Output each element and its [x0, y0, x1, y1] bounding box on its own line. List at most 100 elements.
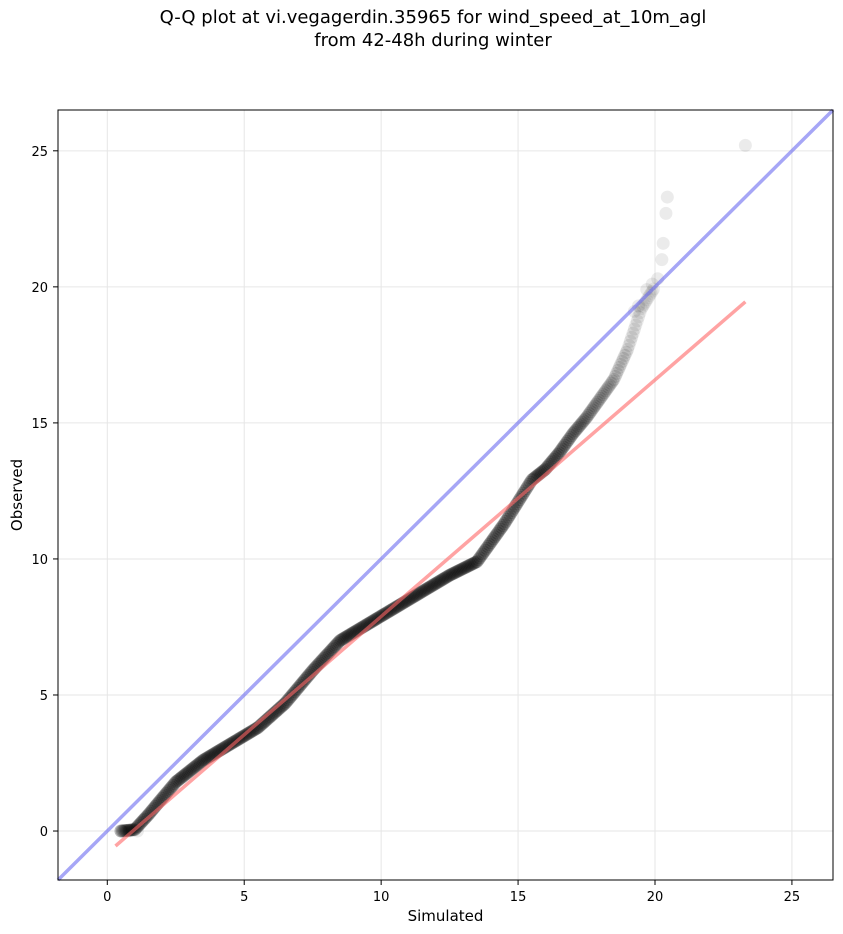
qq-point	[590, 395, 604, 409]
qq-point	[603, 378, 617, 392]
qq-point	[610, 366, 624, 380]
qq-point	[521, 480, 535, 494]
y-tick-label: 20	[31, 281, 48, 296]
qq-point	[586, 401, 600, 415]
qq-point	[567, 425, 581, 439]
qq-point	[495, 520, 509, 534]
qq-point	[607, 372, 621, 386]
qq-point	[497, 517, 511, 531]
qq-point	[580, 410, 594, 424]
qq-point	[176, 770, 190, 784]
axis-ticks: 0 5 10 15 20 25 0 5 10 15 20 25	[31, 145, 800, 905]
qq-point	[181, 765, 195, 779]
qq-point	[188, 760, 202, 774]
qq-point	[330, 637, 344, 651]
qq-point	[299, 672, 313, 686]
qq-point	[329, 638, 343, 652]
qq-point	[388, 601, 402, 615]
qq-point	[171, 773, 185, 787]
qq-point	[167, 777, 181, 791]
qq-point	[321, 647, 335, 661]
qq-point	[456, 561, 470, 575]
qq-point	[606, 374, 620, 388]
qq-point	[592, 393, 606, 407]
qq-point	[478, 543, 492, 557]
qq-point	[551, 447, 565, 461]
qq-point	[343, 628, 357, 642]
qq-point	[589, 397, 603, 411]
qq-point	[552, 446, 566, 460]
qq-point	[334, 633, 348, 647]
qq-point	[281, 693, 295, 707]
qq-point	[575, 415, 589, 429]
qq-point	[451, 564, 465, 578]
qq-point	[423, 580, 437, 594]
qq-point	[169, 775, 183, 789]
qq-point	[643, 289, 657, 303]
qq-point	[444, 568, 458, 582]
qq-point	[612, 360, 626, 374]
qq-point	[485, 534, 499, 548]
qq-point	[500, 512, 514, 526]
qq-point	[630, 314, 644, 328]
qq-tail-point	[655, 253, 669, 267]
qq-point	[159, 786, 173, 800]
qq-tail-point	[660, 190, 674, 204]
qq-point	[422, 581, 436, 595]
qq-point	[496, 518, 510, 532]
qq-point	[593, 391, 607, 405]
qq-point	[548, 451, 562, 465]
qq-point	[563, 431, 577, 445]
chart-title: Q-Q plot at vi.vegagerdin.35965 for wind…	[159, 7, 707, 51]
qq-point	[449, 565, 463, 579]
qq-point	[178, 767, 192, 781]
qq-tail-point	[656, 236, 670, 250]
qq-point	[174, 771, 188, 785]
qq-point	[559, 436, 573, 450]
qq-point	[564, 429, 578, 443]
qq-point	[619, 345, 633, 359]
qq-point	[436, 572, 450, 586]
identity-line	[56, 108, 835, 882]
qq-point	[477, 545, 491, 559]
qq-point	[280, 695, 294, 709]
qq-point	[469, 555, 483, 569]
reference-lines	[56, 108, 835, 882]
qq-point	[556, 440, 570, 454]
qq-point	[622, 338, 636, 352]
x-tick-label: 15	[510, 890, 527, 905]
qq-point	[621, 342, 635, 356]
qq-point	[192, 757, 206, 771]
qq-point	[415, 585, 429, 599]
qq-point	[581, 409, 595, 423]
qq-point	[549, 449, 563, 463]
qq-point	[447, 566, 461, 580]
qq-point	[473, 551, 487, 565]
qq-point	[597, 386, 611, 400]
fit-line	[114, 300, 747, 848]
qq-point	[467, 556, 481, 570]
qq-point	[163, 782, 177, 796]
qq-point	[196, 753, 210, 767]
qq-point	[625, 330, 639, 344]
qq-point	[511, 495, 525, 509]
qq-point	[611, 363, 625, 377]
qq-point	[326, 641, 340, 655]
qq-point	[339, 630, 353, 644]
qq-point	[332, 635, 346, 649]
qq-point	[596, 388, 610, 402]
qq-point	[182, 764, 196, 778]
qq-point	[410, 588, 424, 602]
qq-point	[481, 539, 495, 553]
x-tick-label: 20	[647, 890, 664, 905]
qq-point	[492, 524, 506, 538]
qq-point	[199, 752, 213, 766]
qq-point	[337, 631, 351, 645]
qq-point	[173, 772, 187, 786]
qq-tail-point	[632, 299, 646, 313]
qq-point	[608, 369, 622, 383]
qq-point	[623, 334, 637, 348]
qq-tail-point	[122, 824, 136, 838]
qq-point	[445, 567, 459, 581]
x-tick-label: 0	[103, 890, 111, 905]
